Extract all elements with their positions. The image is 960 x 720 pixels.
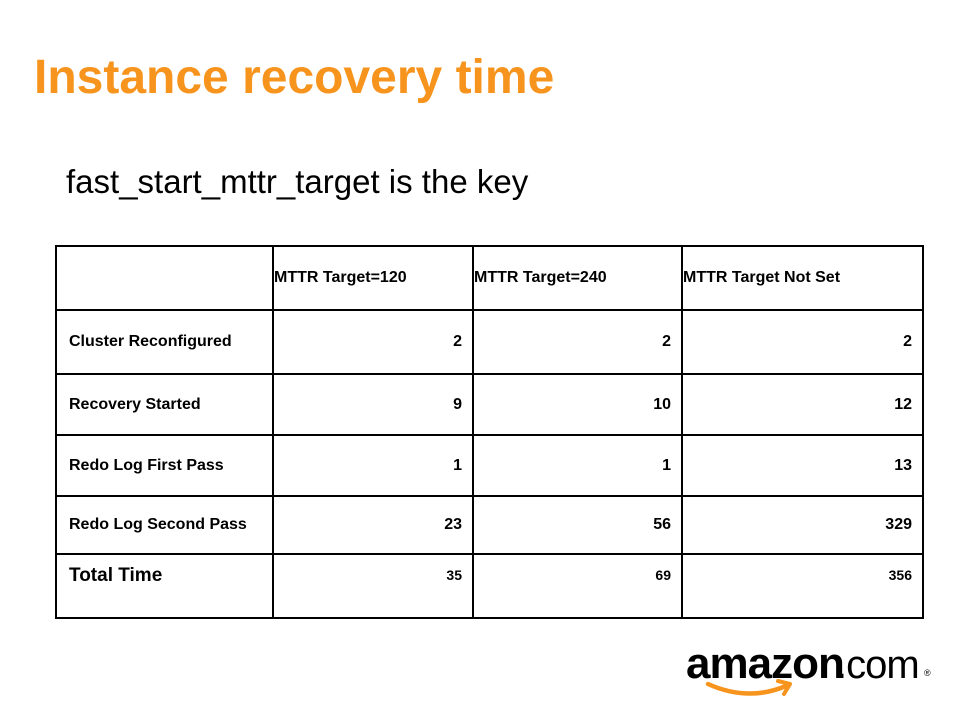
table-cell: 1 — [472, 434, 683, 497]
logo-wordmark: amazon — [686, 640, 844, 688]
row-label: Recovery Started — [55, 373, 274, 436]
table-cell: 1 — [272, 434, 474, 497]
table-row: Recovery Started 9 10 12 — [55, 373, 924, 436]
total-cell: 35 — [272, 553, 474, 619]
recovery-time-table: MTTR Target=120 MTTR Target=240 MTTR Tar… — [55, 245, 924, 619]
table-cell: 10 — [472, 373, 683, 436]
table-cell: 9 — [272, 373, 474, 436]
header-cell-mttr-not-set: MTTR Target Not Set — [681, 245, 924, 311]
logo-arrow-head — [776, 679, 792, 696]
table-row: Redo Log Second Pass 23 56 329 — [55, 495, 924, 555]
logo-registered-mark: ® — [924, 668, 931, 678]
total-cell: 356 — [681, 553, 924, 619]
row-label: Cluster Reconfigured — [55, 309, 274, 375]
header-cell-empty — [55, 245, 274, 311]
row-label: Redo Log Second Pass — [55, 495, 274, 555]
header-cell-mttr-240: MTTR Target=240 — [472, 245, 683, 311]
table-cell: 329 — [681, 495, 924, 555]
table-row: Cluster Reconfigured 2 2 2 — [55, 309, 924, 375]
row-label: Redo Log First Pass — [55, 434, 274, 497]
logo-smile-arrow — [705, 681, 789, 696]
total-label: Total Time — [55, 553, 274, 619]
header-cell-mttr-120: MTTR Target=120 — [272, 245, 474, 311]
table-cell: 2 — [472, 309, 683, 375]
table-header-row: MTTR Target=120 MTTR Target=240 MTTR Tar… — [55, 245, 924, 311]
total-row: Total Time 35 69 356 — [55, 553, 924, 619]
table-cell: 2 — [272, 309, 474, 375]
table-cell: 12 — [681, 373, 924, 436]
logo-suffix: .com — [836, 643, 919, 687]
table-cell: 2 — [681, 309, 924, 375]
table-cell: 56 — [472, 495, 683, 555]
table-cell: 23 — [272, 495, 474, 555]
total-cell: 69 — [472, 553, 683, 619]
table-row: Redo Log First Pass 1 1 13 — [55, 434, 924, 497]
table-cell: 13 — [681, 434, 924, 497]
slide-title: Instance recovery time — [34, 51, 555, 104]
amazon-logo: amazon .com ® — [686, 640, 931, 696]
slide-subtitle: fast_start_mttr_target is the key — [66, 163, 529, 200]
